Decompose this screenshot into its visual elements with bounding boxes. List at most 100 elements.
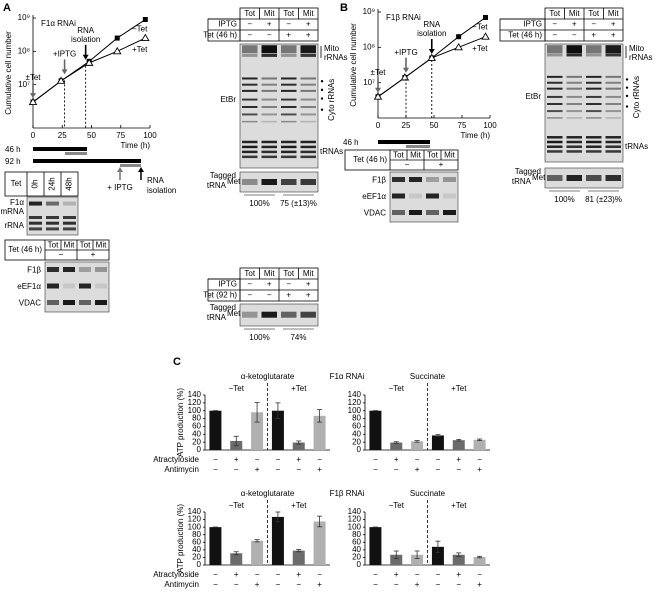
gel-band bbox=[586, 145, 602, 148]
row-label: Antimycin bbox=[164, 580, 199, 589]
gel-band bbox=[63, 283, 75, 289]
timeline-bar bbox=[33, 159, 141, 163]
band-dot bbox=[625, 78, 629, 81]
sign: − bbox=[286, 280, 291, 289]
gel-band bbox=[586, 87, 602, 90]
sign: − bbox=[373, 465, 378, 474]
sign: − bbox=[267, 31, 272, 40]
y-tick-label: 120 bbox=[348, 398, 362, 407]
gel-band bbox=[605, 45, 621, 54]
tagged-label: Tagged bbox=[210, 303, 236, 312]
marker bbox=[373, 92, 383, 100]
error-bar bbox=[275, 511, 281, 523]
panel-label: A bbox=[3, 2, 11, 14]
y-tick-label: 40 bbox=[352, 545, 361, 554]
chart-title: F1α RNAi bbox=[41, 19, 76, 28]
y-tick-label: 80 bbox=[352, 530, 361, 539]
quantification: 100% bbox=[249, 199, 269, 208]
gel-band bbox=[566, 45, 582, 54]
gel-band bbox=[300, 155, 316, 159]
tagged-label: Met bbox=[227, 309, 241, 318]
gel-band bbox=[300, 98, 316, 101]
gel-band bbox=[547, 95, 563, 98]
gel-band bbox=[281, 113, 297, 116]
sign: − bbox=[405, 160, 410, 169]
gel-band bbox=[300, 45, 316, 54]
gel-band bbox=[63, 201, 76, 206]
timeline-label: RNA bbox=[147, 176, 165, 185]
sign: + bbox=[234, 570, 239, 579]
timeline-bar bbox=[406, 145, 430, 148]
sign: − bbox=[456, 465, 461, 474]
gel-band bbox=[79, 283, 91, 289]
x-tick-label: 0 bbox=[31, 131, 36, 140]
gel-band bbox=[46, 216, 59, 219]
gel-band bbox=[426, 210, 439, 215]
arrow-head bbox=[82, 54, 89, 60]
group-label: −Tet bbox=[229, 501, 245, 510]
y-tick-label: 10⁹ bbox=[18, 13, 30, 22]
gel-band bbox=[242, 77, 258, 80]
y-tick-label: 10⁸ bbox=[363, 42, 375, 51]
column-label: Tot bbox=[427, 151, 438, 160]
gel-band bbox=[443, 210, 456, 215]
group-label: +Tet bbox=[451, 501, 467, 510]
gel-band bbox=[586, 45, 602, 54]
gel-band bbox=[566, 81, 582, 84]
gel-band bbox=[242, 150, 258, 154]
column-label: Mit bbox=[264, 269, 275, 278]
gel-band bbox=[29, 227, 42, 231]
sign: − bbox=[415, 570, 420, 579]
gel-band bbox=[547, 103, 563, 105]
error-bar bbox=[254, 539, 260, 543]
row-label: VDAC bbox=[19, 299, 41, 308]
bar bbox=[251, 412, 264, 450]
table-frame bbox=[4, 171, 79, 197]
row-label: Tet bbox=[11, 179, 22, 188]
sign: − bbox=[436, 570, 441, 579]
bar bbox=[390, 442, 403, 450]
x-tick-label: 25 bbox=[58, 131, 67, 140]
gel-band bbox=[242, 53, 258, 57]
gel-band bbox=[586, 150, 602, 153]
timeline-bar bbox=[120, 164, 141, 167]
bar bbox=[411, 554, 424, 565]
error-bar bbox=[456, 552, 462, 558]
y-tick-label: 0 bbox=[197, 445, 202, 454]
gel-band bbox=[392, 210, 405, 215]
gel-band bbox=[605, 175, 621, 181]
gel-band bbox=[261, 140, 277, 144]
marker bbox=[112, 46, 122, 55]
y-tick-label: 80 bbox=[192, 414, 201, 423]
sign: − bbox=[276, 580, 281, 589]
column-label: Mit bbox=[303, 9, 314, 18]
timeline-bar bbox=[65, 152, 87, 155]
sign: + bbox=[255, 580, 260, 589]
row-label: rRNA bbox=[4, 221, 24, 230]
gel-band bbox=[281, 179, 297, 185]
error-bar bbox=[477, 438, 483, 441]
gel-band bbox=[95, 300, 107, 305]
gel-band bbox=[63, 300, 75, 305]
sign: + bbox=[306, 291, 311, 300]
gel-band bbox=[300, 140, 316, 144]
sign: + bbox=[255, 465, 260, 474]
gel-band bbox=[605, 81, 621, 84]
column-label: 24h bbox=[48, 177, 57, 190]
y-tick-label: 40 bbox=[192, 545, 201, 554]
sign: − bbox=[394, 465, 399, 474]
gel-band bbox=[242, 140, 258, 144]
sign: − bbox=[213, 455, 218, 464]
gel-band bbox=[605, 103, 621, 105]
sign: + bbox=[317, 580, 322, 589]
error-bar bbox=[233, 551, 239, 556]
sign: − bbox=[477, 455, 482, 464]
gel-band bbox=[281, 106, 297, 108]
column-label: Mit bbox=[608, 9, 619, 18]
y-tick-label: 0 bbox=[357, 445, 362, 454]
gel-band bbox=[242, 98, 258, 101]
error-bar bbox=[254, 402, 260, 423]
bar bbox=[369, 410, 382, 450]
gel-band bbox=[261, 113, 277, 116]
sign: − bbox=[59, 250, 64, 259]
